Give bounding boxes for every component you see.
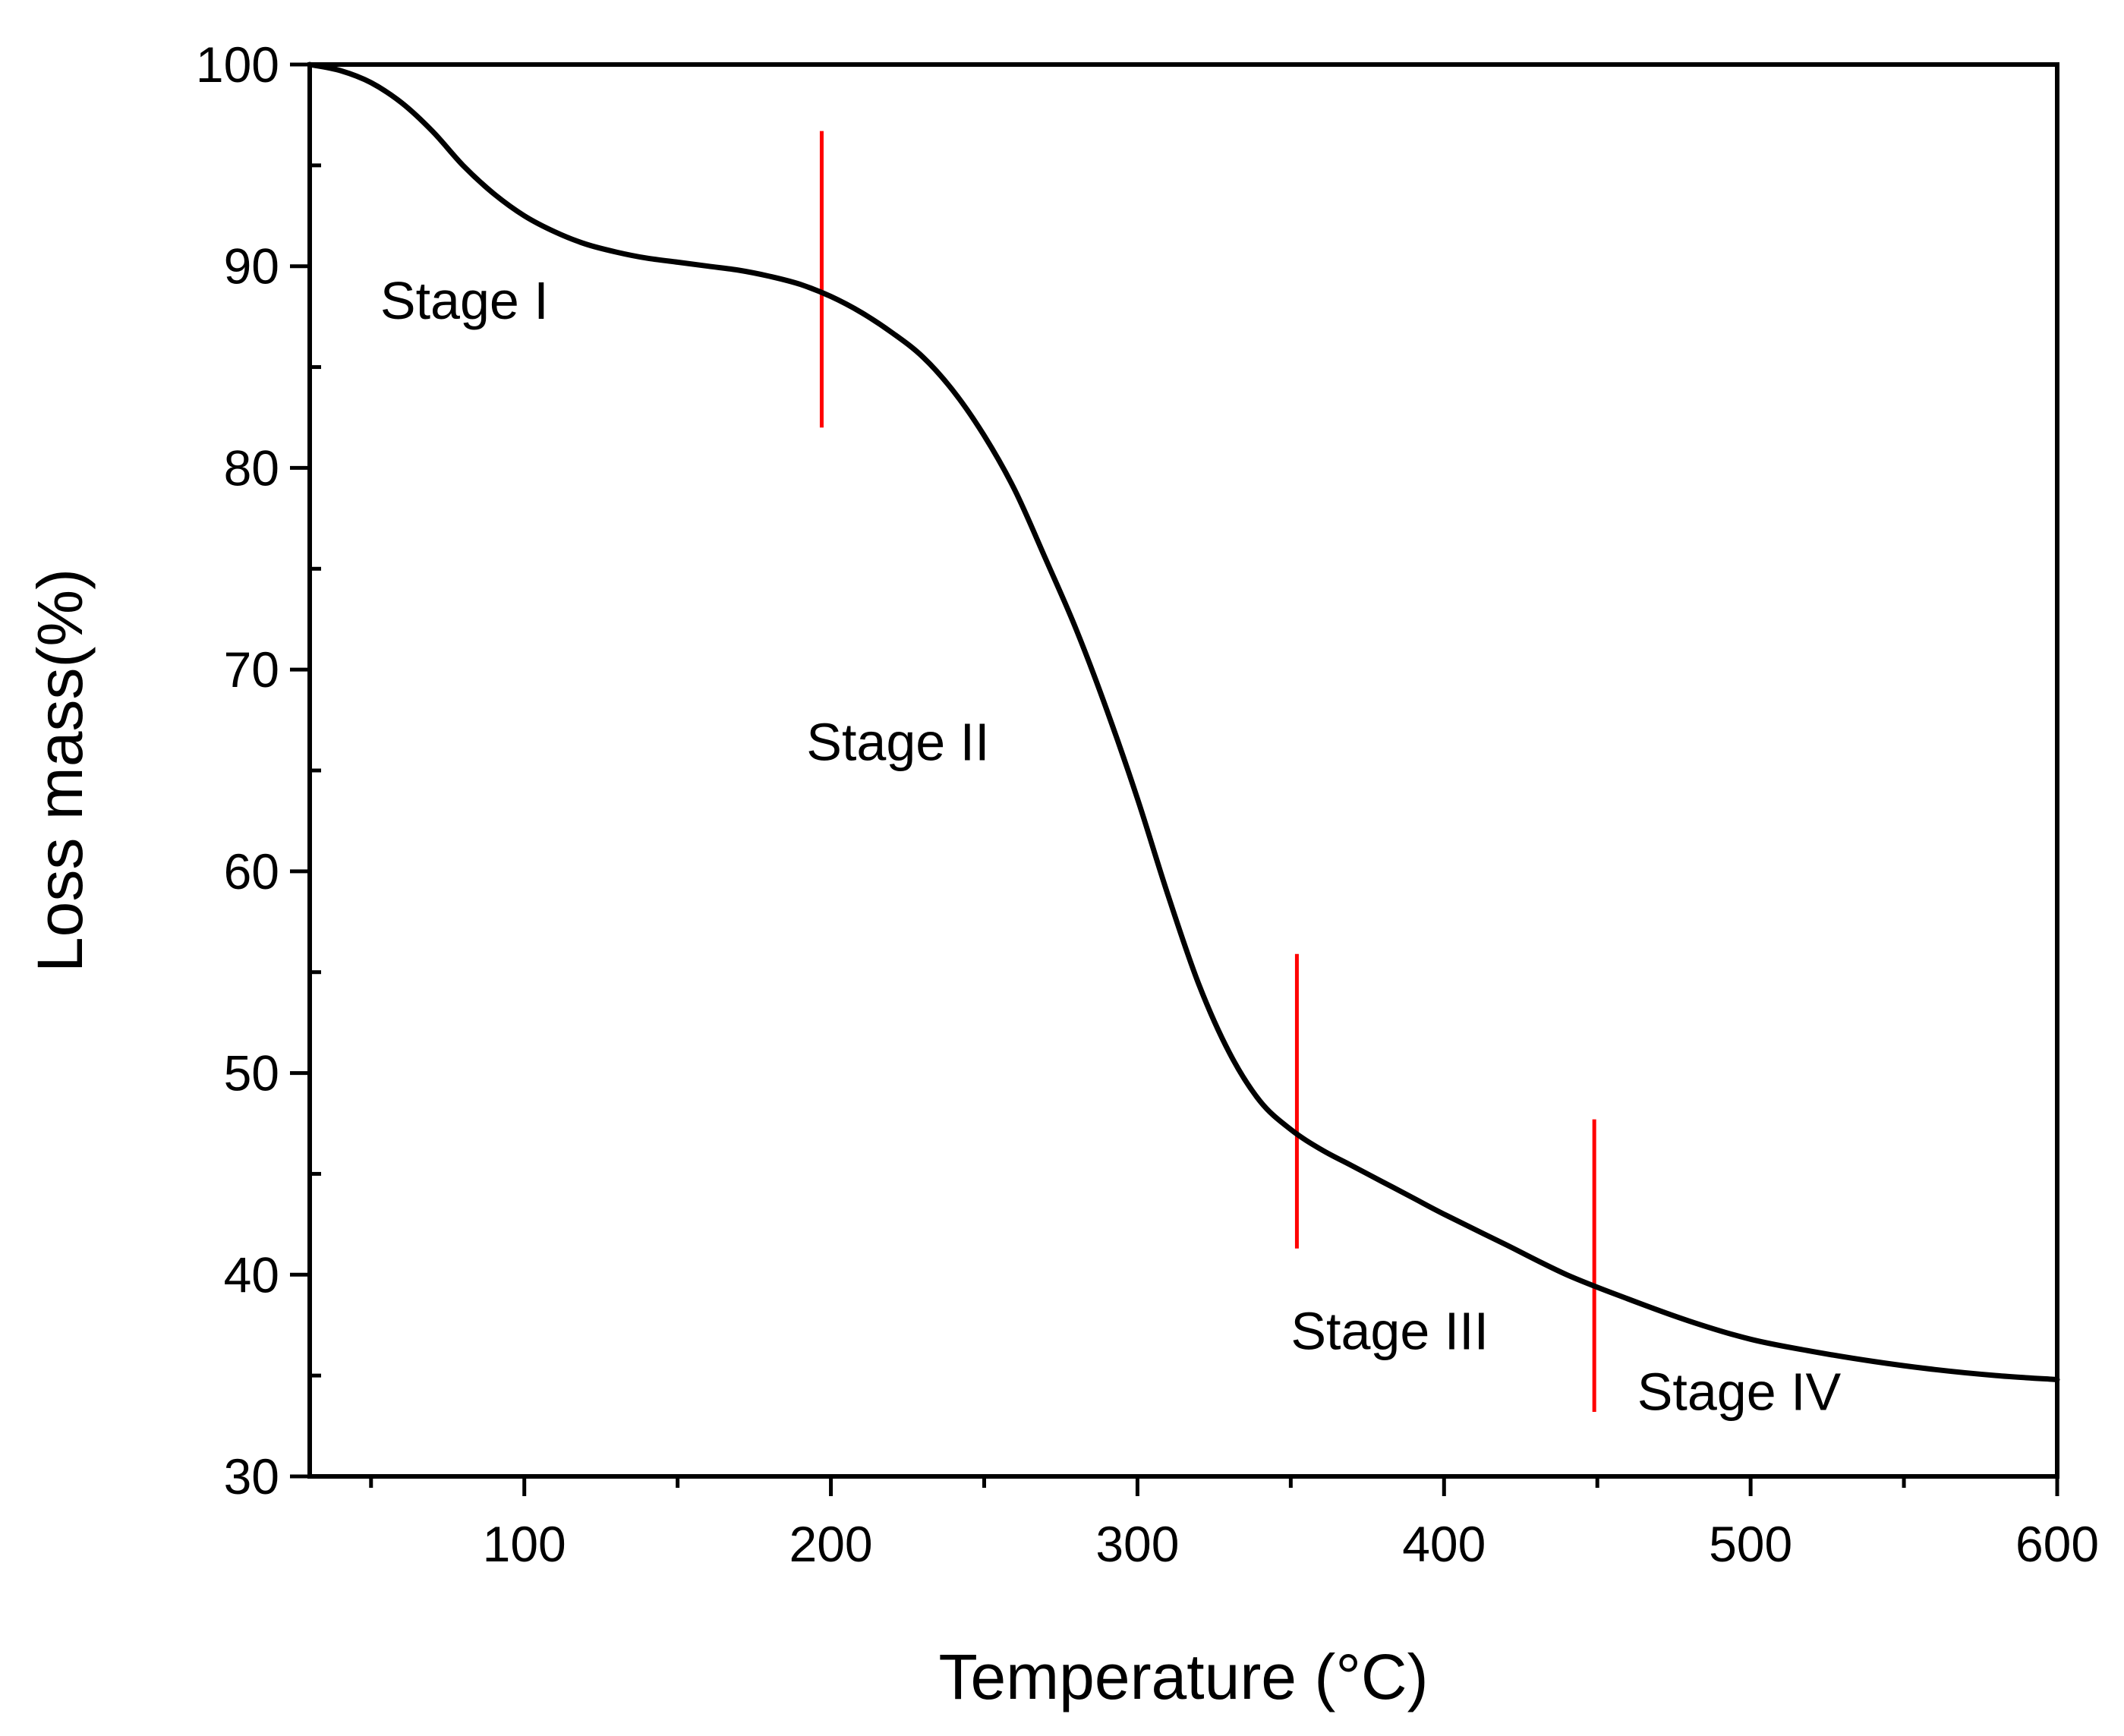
x-tick-label: 500 (1709, 1516, 1792, 1572)
stage-label: Stage III (1290, 1302, 1489, 1361)
x-tick-label: 100 (483, 1516, 566, 1572)
y-tick-label: 40 (224, 1246, 279, 1303)
x-axis-title: Temperature (°C) (938, 1641, 1428, 1712)
tga-curve (307, 61, 2060, 1382)
plot-frame (307, 62, 2059, 1479)
stage-label: Stage I (380, 271, 549, 330)
y-tick-label: 80 (224, 440, 279, 496)
y-tick-label: 60 (224, 843, 279, 900)
stage-annotations: Stage I Stage II Stage III Stage IV (380, 271, 1842, 1422)
y-tick-label: 50 (224, 1045, 279, 1101)
y-tick-label: 30 (224, 1448, 279, 1504)
stage-dividers (819, 131, 1596, 1412)
stage-label: Stage II (806, 713, 989, 772)
x-tick-label: 600 (2015, 1516, 2099, 1572)
x-tick-label: 200 (789, 1516, 872, 1572)
y-axis-title: Loss mass(%) (24, 569, 96, 972)
axis-tick-labels: 100 200 300 400 500 600 30 40 50 60 70 80 90 100 (196, 36, 2099, 1572)
y-tick-label: 70 (224, 641, 279, 698)
y-tick-label: 100 (196, 36, 279, 93)
x-tick-label: 400 (1402, 1516, 1486, 1572)
axis-ticks (290, 62, 2059, 1496)
x-tick-label: 300 (1095, 1516, 1179, 1572)
stage-label: Stage IV (1637, 1362, 1842, 1421)
y-tick-label: 90 (224, 238, 279, 295)
